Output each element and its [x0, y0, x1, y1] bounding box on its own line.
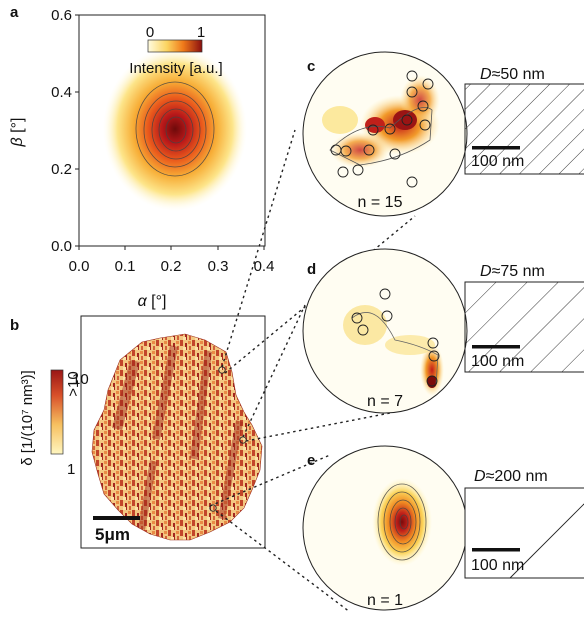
y-tick-labels: 0.0 0.2 0.4 0.6: [51, 7, 72, 255]
density-colorbar-label: δ [1/(10⁷ nm³)]: [19, 370, 36, 465]
detail-d-label: d: [307, 261, 316, 278]
detail-c-scalebar-bar: [472, 146, 520, 150]
detail-e-scalebar-bar: [472, 548, 520, 552]
colorbar-min-label: 0: [146, 24, 154, 41]
detail-c-diameter: D≈50 nm: [480, 66, 545, 83]
detail-c-label: c: [307, 58, 315, 75]
density-colorbar: >10 10 1 δ [1/(10⁷ nm³)]: [19, 369, 89, 478]
density-map: [91, 333, 263, 541]
detail-e-heatmap: [372, 478, 432, 566]
panel-a-ticks: [75, 14, 265, 250]
connector-lines: [209, 129, 416, 613]
detail-d-particles: [351, 288, 440, 387]
detail-e-diameter: D≈200 nm: [474, 468, 548, 485]
panel-b-label: b: [10, 317, 19, 334]
map-scalebar: 5μm: [93, 516, 140, 544]
y-tick-label: 0.2: [51, 161, 72, 178]
detail-d-scalebar-label: 100 nm: [471, 353, 524, 370]
colorbar-label: Intensity [a.u.]: [129, 60, 222, 77]
x-tick-label: 0.4: [254, 258, 275, 275]
detail-c-count: n = 15: [358, 194, 403, 211]
y-tick-label: 0.4: [51, 84, 72, 101]
detail-c-particles: [330, 70, 434, 188]
detail-d-scalebar-bar: [472, 345, 520, 349]
detail-e-label: e: [307, 452, 315, 469]
y-tick-label: 0.0: [51, 238, 72, 255]
density-colorbar-gradient: [50, 369, 64, 455]
map-scalebar-bar: [93, 516, 140, 520]
density-map-streaks: [112, 345, 243, 530]
detail-e-scalebar-label: 100 nm: [471, 557, 524, 574]
density-colorbar-bottom-label: 1: [67, 461, 75, 478]
y-axis-label: β [°]: [9, 118, 26, 148]
panel-a-frame: [78, 14, 266, 247]
x-tick-label: 0.2: [161, 258, 182, 275]
colorbar-gradient: [147, 39, 203, 53]
density-colorbar-mid-label: 10: [72, 371, 89, 388]
x-tick-labels: 0.0 0.1 0.2 0.3 0.4: [69, 258, 275, 275]
map-scalebar-label: 5μm: [95, 525, 130, 544]
x-tick-label: 0.1: [115, 258, 136, 275]
detail-c-model: [464, 83, 584, 175]
x-tick-label: 0.0: [69, 258, 90, 275]
panel-b: b >10 10 1 δ [1/(10⁷ nm³)] 5μm: [10, 315, 266, 549]
panel-a-label: a: [10, 4, 19, 21]
y-tick-label: 0.6: [51, 7, 72, 24]
colorbar-max-label: 1: [197, 24, 205, 41]
detail-d-count: n = 7: [367, 393, 403, 410]
detail-c-scalebar-label: 100 nm: [471, 153, 524, 170]
detail-e-count: n = 1: [367, 592, 403, 609]
detail-e-model-hatch: [509, 503, 584, 579]
panel-a: a 0.0 0.1 0.2: [9, 4, 274, 310]
detail-c: c 100 nm D≈50 nm n = 15: [302, 51, 584, 217]
detail-d-model: [464, 281, 584, 373]
detail-d: d 100 nm D≈75 nm n = 7: [302, 248, 584, 414]
detail-e: e 100 nm D≈200 nm n = 1: [302, 445, 584, 611]
density-colorbar-top-label: >10: [65, 371, 82, 396]
intensity-heatmap: [103, 47, 247, 211]
x-tick-label: 0.3: [208, 258, 229, 275]
detail-c-heatmap: [322, 70, 440, 188]
intensity-contours: [135, 81, 215, 177]
detail-d-heatmap: [343, 288, 444, 396]
x-axis-label: α [°]: [138, 293, 167, 310]
detail-d-diameter: D≈75 nm: [480, 263, 545, 280]
intensity-colorbar: 0 1 Intensity [a.u.]: [129, 24, 222, 77]
